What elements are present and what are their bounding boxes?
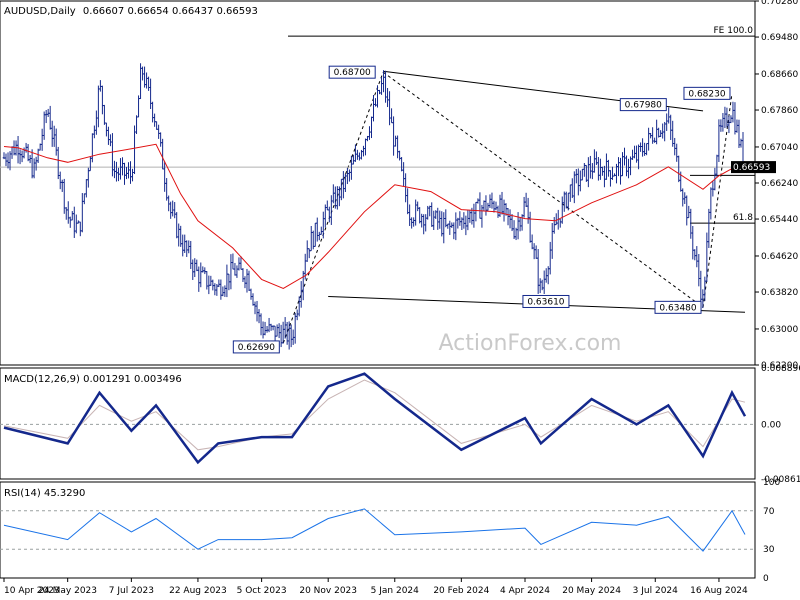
price-tick-label: 0.68660	[761, 70, 798, 80]
price-tick-label: 0.67040	[761, 143, 798, 153]
x-tick-label: 5 Jan 2024	[371, 586, 419, 596]
ohlc-label: 0.66607 0.66654 0.66437 0.66593	[83, 6, 258, 17]
rsi-tick-label: 30	[763, 545, 775, 555]
x-tick-label: 22 Aug 2023	[169, 586, 227, 596]
callouts: 0.68700 0.62690 0.63610 0.63480 0.67980 0.682…	[232, 65, 731, 354]
trendline-dashed-swing-1	[282, 72, 384, 344]
price-tick-label: 0.63820	[761, 288, 798, 298]
callout-box	[654, 300, 702, 314]
callout-label: 0.63480	[659, 303, 696, 313]
trendline-dashed-swing-2	[382, 71, 704, 308]
rsi-panel: 100 70 30 0 RSI(14) 45.3290	[0, 478, 780, 584]
rsi-tick-label: 0	[763, 574, 769, 584]
macd-tick-label: 0.008896	[761, 364, 800, 374]
price-axis: 0.70280 0.69480 0.68660 0.67860 0.67040 0.662…	[731, 0, 798, 371]
last-price-label: 0.66593	[733, 163, 770, 173]
rsi-lines	[0, 508, 755, 552]
x-tick-label: 5 Oct 2023	[237, 586, 287, 596]
price-title: AUDUSD,Daily 0.66607 0.66654 0.66437 0.6…	[4, 6, 258, 17]
price-panel: ActionForex.com FE 100.038.261.8 0.68700…	[0, 0, 798, 371]
price-tick-label: 0.70280	[761, 0, 798, 7]
price-tick-label: 0.65440	[761, 215, 798, 225]
rsi-tick-label: 100	[763, 478, 780, 488]
price-frame	[0, 0, 756, 366]
price-tick-label: 0.69480	[761, 33, 798, 43]
price-tick-label: 0.66240	[761, 179, 798, 189]
x-tick-label: 4 Apr 2024	[500, 586, 550, 596]
x-tick-label: 16 Aug 2024	[690, 586, 748, 596]
ma-line	[3, 143, 746, 289]
macd-tick-label: -0.008612	[761, 475, 800, 485]
macd-title: MACD(12,26,9) 0.001291 0.003496	[4, 374, 182, 385]
callout-label: 0.63610	[527, 297, 564, 307]
callout-label: 0.62690	[238, 343, 275, 353]
macd-line	[3, 372, 747, 465]
x-tick-label: 20 Feb 2024	[433, 586, 489, 596]
symbol-label: AUDUSD,Daily	[4, 6, 76, 17]
callout-label: 0.68230	[688, 89, 725, 99]
macd-lines	[0, 372, 755, 465]
rsi-line	[3, 508, 746, 552]
callout-box	[522, 294, 570, 308]
x-tick-label: 3 Jul 2024	[633, 586, 678, 596]
x-tick-label: 7 Jul 2023	[109, 586, 154, 596]
price-tick-label: 0.63000	[761, 325, 798, 335]
x-tick-label: 24 May 2023	[38, 586, 97, 596]
x-tick-label: 10 Apr 2023	[4, 586, 60, 596]
callout-box	[683, 86, 731, 100]
macd-tick-label: 0.00	[761, 420, 781, 430]
watermark: ActionForex.com	[439, 331, 622, 356]
rsi-title: RSI(14) 45.3290	[4, 488, 85, 499]
callout-label: 0.67980	[625, 101, 662, 111]
x-tick-label: 20 May 2024	[562, 586, 621, 596]
last-price-box	[731, 161, 776, 174]
fib-label: FE 100.0	[714, 26, 754, 36]
price-tick-label: 0.64620	[761, 252, 798, 262]
x-tick-label: 20 Nov 2023	[299, 586, 357, 596]
callout-box	[619, 98, 667, 112]
rsi-tick-label: 70	[763, 507, 775, 517]
rsi-frame	[0, 481, 756, 579]
callout-box	[232, 340, 280, 354]
price-tick-label: 0.62200	[761, 361, 798, 371]
macd-signal-line	[3, 379, 746, 451]
callout-label: 0.68700	[334, 68, 371, 78]
callout-box	[328, 65, 376, 79]
rsi-axis: 100 70 30 0	[763, 478, 780, 584]
price-tick-label: 0.67860	[761, 106, 798, 116]
macd-panel: 0.008896 0.00 -0.008612 MACD(12,26,9) 0.00…	[0, 364, 800, 485]
price-bars	[2, 63, 747, 350]
moving-average	[3, 143, 746, 289]
fib-label: 61.8	[733, 213, 753, 223]
macd-axis: 0.008896 0.00 -0.008612	[761, 364, 800, 485]
